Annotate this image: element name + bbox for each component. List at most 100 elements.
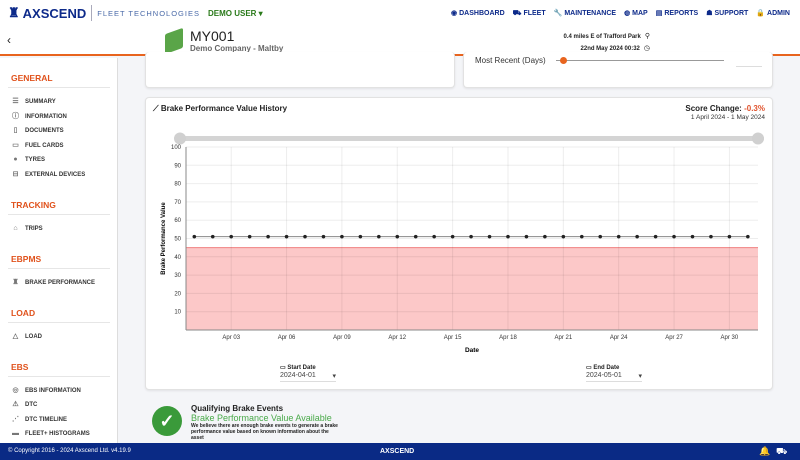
data-point [727,234,732,239]
start-date-value[interactable]: 2024-04-01 [280,372,316,379]
weight-icon: △ [12,332,19,340]
data-point [709,234,713,239]
x-tick-label: Apr 09 [333,335,351,341]
sidebar-item-label: INFORMATION [25,113,67,120]
timestamp-text: 22nd May 2024 00:32 [580,46,640,52]
end-date-label: End Date [593,365,620,371]
start-date-picker[interactable]: ▭ Start Date 2024-04-01 ▾ [280,364,336,382]
truck-icon [165,27,183,55]
info-icon: ⓘ [12,112,19,120]
section-load: LOAD [11,307,36,318]
trip-icon: ⌂ [13,224,18,232]
x-tick-label: Apr 21 [554,335,572,341]
logo-icon: ♜ [8,5,20,20]
check-icon: ✓ [152,406,182,436]
top-bar: ♜ AXSCEND FLEET TECHNOLOGIES DEMO USER ▾ … [0,0,800,28]
nav-maintenance[interactable]: 🔧 MAINTENANCE [554,9,616,18]
footer: © Copyright 2016 - 2024 Axscend Ltd. v4.… [0,443,800,460]
data-point [358,234,363,239]
date-range: 1 April 2024 - 1 May 2024 [690,114,765,121]
x-tick-label: Apr 12 [388,335,406,341]
qualifying-desc: We believe there are enough brake events… [191,423,338,441]
y-tick-label: 90 [174,163,181,169]
sidebar-item-tyres[interactable]: ● TYRES [12,156,45,164]
y-tick-label: 70 [174,200,181,206]
end-date-value[interactable]: 2024-05-01 [586,372,622,379]
sidebar-item-external-devices[interactable]: ⊟ EXTERNAL DEVICES [12,170,86,179]
sidebar-item-label: TRIPS [25,225,43,232]
sidebar-item-label: FLEET+ HISTOGRAMS [25,431,90,437]
range-slider-track[interactable] [180,136,764,141]
sidebar-item-information[interactable]: ⓘ INFORMATION [12,113,67,121]
sidebar-item-brake-performance[interactable]: ♜ BRAKE PERFORMANCE [12,279,95,287]
timeline-icon: ⋰ [12,415,19,423]
sidebar-item-label: EXTERNAL DEVICES [25,171,86,178]
data-point [579,234,584,239]
sidebar-item-fuel-cards[interactable]: ▭ FUEL CARDS [12,142,64,150]
sidebar-item-label: EBS INFORMATION [25,387,81,394]
data-point [247,234,252,239]
report-icon: ▤ [655,10,663,17]
tagline: FLEET TECHNOLOGIES [97,8,200,18]
back-icon[interactable]: ‹ [7,33,11,47]
nav-dashboard[interactable]: ◉ DASHBOARD [451,9,505,18]
sidebar-item-label: TYRES [25,157,46,163]
sidebar-item-label: FUEL CARDS [25,142,64,149]
sidebar-item-trips[interactable]: ⌂ TRIPS [12,224,43,233]
sidebar-item-documents[interactable]: ▯ DOCUMENTS [12,127,64,135]
globe-icon: ◍ [624,10,631,17]
range-slider-end-handle[interactable] [752,132,764,145]
data-point [598,234,603,239]
brand-row: ♜ AXSCEND FLEET TECHNOLOGIES DEMO USER ▾ [8,5,263,21]
brake-icon: ♜ [12,278,19,286]
data-point [210,234,215,239]
bell-icon[interactable]: 🔔 [759,446,771,456]
section-ebs: EBS [11,361,29,372]
user-menu[interactable]: DEMO USER ▾ [207,8,263,18]
sidebar-item-dtc[interactable]: ⚠ DTC [12,401,37,409]
sidebar-item-label: SUMMARY [25,99,56,105]
divider [91,5,93,21]
x-tick-label: Apr 30 [721,335,739,341]
dropdown-icon[interactable]: ▾ [638,373,642,380]
divider [736,66,762,67]
data-point [395,234,400,239]
nav-map[interactable]: ◍ MAP [624,9,648,18]
range-slider-start-handle[interactable] [174,132,186,145]
truck-icon[interactable]: ⛟ [776,446,788,456]
dropdown-icon[interactable]: ▾ [332,373,336,380]
data-point [192,234,197,239]
nav-reports[interactable]: ▤ REPORTS [656,9,698,18]
recent-slider[interactable] [556,60,724,61]
gauge-icon: ◉ [451,10,458,17]
data-point [487,234,492,239]
brand-logo[interactable]: ♜ AXSCEND [8,5,86,21]
y-tick-label: 30 [174,273,181,279]
main-nav: ◉ DASHBOARD ⛟ FLEET 🔧 MAINTENANCE ◍ MAP ▤ REPORTS… [451,9,790,18]
nav-support[interactable]: ☗ SUPPORT [706,9,748,18]
truck-icon: ⛟ [512,10,522,17]
data-point [635,234,639,239]
warning-icon: ⚠ [12,401,19,408]
threshold-band [186,247,758,330]
nav-fleet[interactable]: ⛟ FLEET [513,9,546,18]
data-point [506,234,510,239]
chart-card: ⟋ Brake Performance Value History Score … [145,97,773,390]
sidebar-item-fleet-histograms[interactable]: ▬ FLEET+ HISTOGRAMS [12,430,90,438]
sidebar-item-ebs-information[interactable]: ◎ EBS INFORMATION [12,387,81,395]
divider [8,213,110,215]
end-date-picker[interactable]: ▭ End Date 2024-05-01 ▾ [586,364,642,382]
summary-card [145,52,455,88]
device-icon: ⊟ [12,170,19,178]
nav-admin[interactable]: 🔒 ADMIN [756,9,790,18]
sidebar-item-summary[interactable]: ☰ SUMMARY [12,98,56,106]
sidebar-item-load[interactable]: △ LOAD [12,333,42,341]
data-point [543,234,547,239]
data-point [377,234,381,239]
x-tick-label: Apr 06 [278,335,296,341]
x-tick-label: Apr 15 [444,335,462,341]
sidebar-item-dtc-timeline[interactable]: ⋰ DTC TIMELINE [12,416,67,424]
slider-handle[interactable] [560,57,567,64]
data-point [321,234,326,239]
document-icon: ▯ [13,127,18,134]
